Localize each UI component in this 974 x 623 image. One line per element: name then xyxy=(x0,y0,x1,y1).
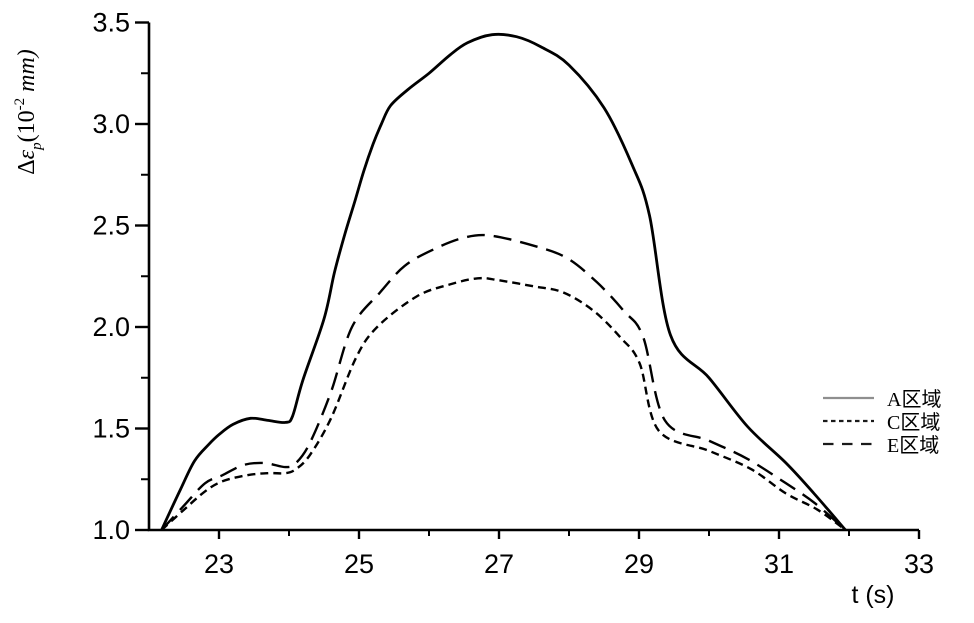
legend-item-2: E区域 xyxy=(823,434,939,457)
plot-series xyxy=(160,32,847,531)
y-axis-ticks xyxy=(135,21,149,532)
x-tick-label: 25 xyxy=(344,549,374,579)
x-axis-title: t (s) xyxy=(851,581,894,609)
y-tick-label: 1.5 xyxy=(92,414,130,444)
legend-item-0: A区域 xyxy=(823,388,941,411)
x-tick-label: 23 xyxy=(204,549,234,579)
legend-label: A区域 xyxy=(887,388,941,411)
y-axis-title-part: p xyxy=(29,142,45,151)
y-tick-label: 2.5 xyxy=(92,211,130,241)
y-tick-label: 3.5 xyxy=(92,8,130,38)
y-axis-title-part: -2 xyxy=(12,98,28,111)
y-tick-label: 1.0 xyxy=(92,515,130,545)
y-tick-label: 3.0 xyxy=(92,109,130,139)
legend-label: E区域 xyxy=(887,434,939,457)
y-axis-title: Δεp(10-2 mm) xyxy=(12,49,45,175)
series-line-1 xyxy=(160,276,847,531)
series-line-0 xyxy=(160,32,847,531)
x-tick-label: 27 xyxy=(484,549,514,579)
x-tick-label: 33 xyxy=(904,549,934,579)
y-axis-title-part: ε xyxy=(14,149,40,159)
x-tick-label: 31 xyxy=(764,549,794,579)
legend-item-1: C区域 xyxy=(823,411,940,434)
y-tick-labels: 1.0 1.5 2.0 2.5 3.0 3.5 xyxy=(92,8,130,546)
y-axis-title-text: Δεp(10-2 mm) xyxy=(12,49,45,175)
y-axis-title-part: (10 xyxy=(14,110,40,142)
x-tick-label: 29 xyxy=(624,549,654,579)
y-tick-label: 2.0 xyxy=(92,312,130,342)
y-axis-title-part: mm) xyxy=(14,49,40,98)
y-axis-title-part: Δ xyxy=(14,159,40,174)
legend-label: C区域 xyxy=(887,411,940,434)
x-axis-ticks xyxy=(217,530,921,539)
x-tick-labels: 23 25 27 29 31 33 xyxy=(204,549,934,579)
series-line-2 xyxy=(160,233,847,531)
axes-spines xyxy=(147,22,919,532)
